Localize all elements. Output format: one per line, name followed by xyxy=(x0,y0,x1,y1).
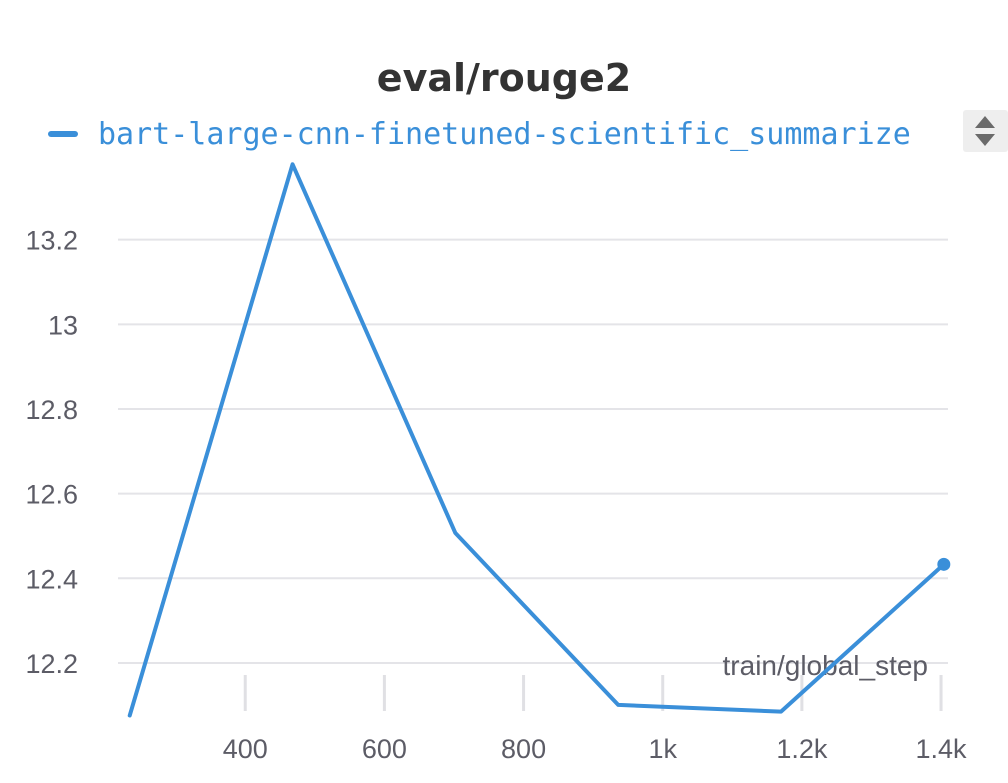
legend-series-label[interactable]: bart-large-cnn-finetuned-scientific_summ… xyxy=(98,116,911,152)
x-tick-label: 1.2k xyxy=(776,734,828,764)
x-axis-label: train/global_step xyxy=(723,650,928,681)
up-down-arrows-icon xyxy=(975,116,995,146)
legend: bart-large-cnn-finetuned-scientific_summ… xyxy=(48,114,911,154)
y-tick-label: 13.2 xyxy=(25,226,78,256)
series-layer xyxy=(127,162,951,718)
y-tick-label: 12.6 xyxy=(25,480,78,510)
y-axis-tick-labels: 12.2 12.4 12.6 12.8 13 13.2 xyxy=(25,226,78,679)
x-tick-label: 800 xyxy=(501,734,546,764)
chart-title: eval/rouge2 xyxy=(376,56,632,100)
y-tick-label: 12.4 xyxy=(25,564,78,594)
x-tick-label: 1k xyxy=(648,734,677,764)
y-tick-label: 12.8 xyxy=(25,395,78,425)
x-tick-label: 600 xyxy=(362,734,407,764)
x-tick-label: 400 xyxy=(223,734,268,764)
grid-lines xyxy=(118,238,948,664)
x-tick-label: 1.4k xyxy=(916,734,968,764)
x-axis-tick-labels: 400 600 800 1k 1.2k 1.4k xyxy=(223,734,967,764)
legend-swatch xyxy=(48,131,78,137)
y-tick-label: 13 xyxy=(48,310,78,340)
y-tick-label: 12.2 xyxy=(25,649,78,679)
legend-scroll-control[interactable] xyxy=(963,110,1008,152)
series-endpoint[interactable] xyxy=(937,557,951,571)
series-line xyxy=(127,162,946,718)
